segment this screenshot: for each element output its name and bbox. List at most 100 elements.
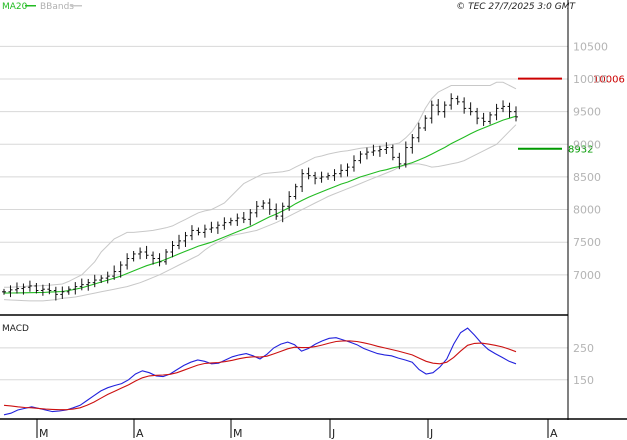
price-bar bbox=[92, 274, 97, 288]
price-bar bbox=[105, 271, 110, 284]
price-y-tick-label: 7500 bbox=[573, 236, 601, 249]
macd-signal-line bbox=[3, 340, 517, 411]
legend-bbands-swatch bbox=[70, 5, 82, 7]
copyright-text: © TEC 27/7/2025 3:0 GMT bbox=[456, 2, 576, 12]
price-bar bbox=[514, 106, 518, 122]
bbands-upper-line bbox=[4, 81, 517, 288]
price-y-tick-label: 10000 bbox=[573, 73, 608, 86]
price-bars bbox=[2, 93, 518, 301]
price-bar bbox=[40, 284, 45, 296]
price-bar bbox=[326, 172, 331, 180]
price-bar bbox=[293, 183, 298, 200]
price-bar bbox=[481, 112, 486, 126]
price-bar bbox=[131, 251, 136, 262]
price-bar bbox=[53, 286, 58, 301]
price-bar bbox=[254, 201, 259, 218]
price-bar bbox=[423, 115, 428, 131]
price-bar bbox=[300, 169, 305, 193]
price-bar bbox=[235, 213, 240, 226]
price-bar bbox=[313, 171, 318, 185]
price-bar bbox=[377, 145, 382, 157]
price-bar bbox=[403, 141, 408, 168]
price-bar bbox=[202, 224, 207, 238]
price-bar bbox=[125, 253, 130, 270]
price-bar bbox=[287, 191, 292, 211]
level-label: 8932 bbox=[568, 145, 593, 156]
price-y-tick-label: 8500 bbox=[573, 171, 601, 184]
price-gridlines bbox=[0, 45, 568, 276]
macd-gridlines bbox=[0, 347, 568, 381]
price-bar bbox=[501, 100, 506, 113]
price-bar bbox=[455, 95, 460, 105]
price-bar bbox=[66, 286, 71, 295]
y-tick-labels: 7000 7500 8000 8500 9000 9500 10000 10500 150 250 bbox=[573, 40, 608, 386]
price-bar bbox=[222, 217, 227, 230]
price-bar bbox=[280, 202, 285, 223]
ma20-polyline bbox=[3, 115, 517, 294]
legend-ma20-label: MA20 bbox=[2, 2, 28, 12]
price-bar bbox=[47, 283, 52, 295]
price-y-tick-label: 10500 bbox=[573, 40, 608, 53]
price-bar bbox=[351, 155, 356, 172]
price-bar bbox=[416, 122, 421, 143]
price-bar bbox=[99, 275, 104, 283]
price-bar bbox=[164, 249, 169, 265]
price-bar bbox=[319, 171, 324, 183]
price-bar bbox=[494, 103, 499, 121]
price-bar bbox=[306, 167, 311, 180]
price-bar bbox=[248, 209, 253, 226]
price-y-tick-label: 8000 bbox=[573, 204, 601, 217]
price-bar bbox=[209, 221, 214, 233]
ma20-line bbox=[3, 115, 517, 294]
price-bar bbox=[345, 163, 350, 177]
price-bar bbox=[410, 134, 415, 154]
bbands-lower-line bbox=[3, 124, 517, 302]
price-bar bbox=[261, 200, 266, 210]
price-bar bbox=[241, 211, 246, 224]
x-tick-label: J bbox=[429, 427, 433, 440]
price-bar bbox=[488, 111, 493, 125]
price-bar bbox=[183, 231, 188, 247]
price-bar bbox=[118, 261, 123, 278]
price-bar bbox=[144, 245, 149, 259]
price-bar bbox=[215, 221, 220, 234]
x-tick-label: M bbox=[233, 427, 243, 440]
price-bar bbox=[73, 282, 78, 295]
price-bar bbox=[14, 282, 19, 294]
level-label: 10006 bbox=[593, 75, 625, 86]
macd-y-tick-label: 150 bbox=[573, 374, 594, 387]
price-bar bbox=[358, 151, 363, 164]
price-bar bbox=[475, 107, 480, 125]
price-bar bbox=[21, 283, 26, 295]
legend-bbands-label: BBands bbox=[40, 2, 74, 12]
price-bar bbox=[27, 280, 32, 292]
price-bar bbox=[79, 278, 84, 291]
macd-line bbox=[3, 327, 517, 416]
price-bar bbox=[189, 225, 194, 241]
price-bar bbox=[442, 101, 447, 118]
price-bar bbox=[397, 152, 402, 170]
price-bar bbox=[138, 247, 143, 260]
chart-legend: MA20 BBands bbox=[2, 2, 82, 12]
x-tick-label: A bbox=[550, 427, 558, 440]
x-tick-label: M bbox=[39, 427, 49, 440]
price-bar bbox=[332, 169, 337, 181]
price-bar bbox=[157, 253, 162, 267]
price-y-tick-label: 9000 bbox=[573, 138, 601, 151]
price-bar bbox=[228, 217, 233, 226]
price-bar bbox=[151, 251, 156, 265]
price-bar bbox=[468, 102, 473, 116]
x-tick-label: A bbox=[136, 427, 144, 440]
price-bar bbox=[34, 282, 39, 294]
price-bar bbox=[8, 285, 13, 298]
price-levels: 10006 8932 bbox=[518, 75, 625, 156]
price-bar bbox=[170, 240, 175, 258]
price-bar bbox=[60, 286, 65, 299]
price-bar bbox=[436, 99, 441, 116]
macd-lines bbox=[3, 327, 517, 416]
macd-y-tick-label: 250 bbox=[573, 342, 594, 355]
price-bar bbox=[364, 147, 369, 160]
